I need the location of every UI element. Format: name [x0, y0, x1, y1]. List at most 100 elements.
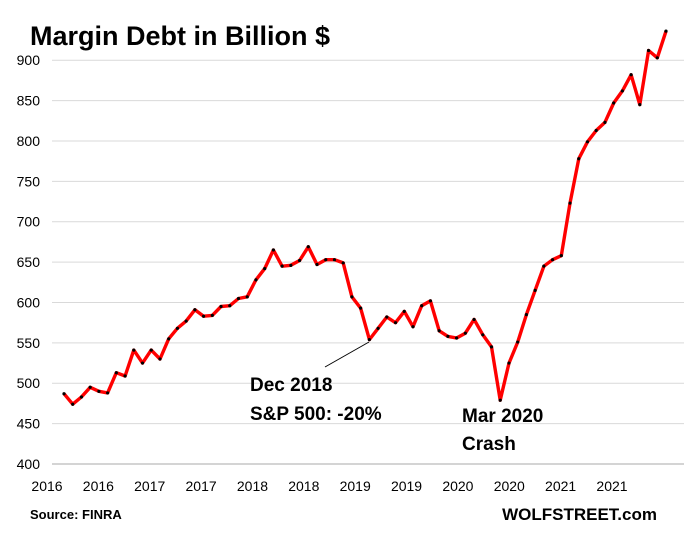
data-point	[603, 120, 607, 125]
source-label: Source: FINRA	[30, 507, 122, 522]
data-point	[210, 313, 214, 318]
data-point	[114, 371, 118, 375]
data-point	[393, 321, 398, 325]
y-tick-label: 900	[17, 52, 41, 68]
annotation-dec-2018-sp500: S&P 500: -20%	[250, 404, 382, 425]
data-point	[149, 348, 153, 352]
data-point	[559, 254, 563, 258]
data-point	[350, 295, 354, 299]
y-tick-label: 800	[17, 133, 41, 149]
y-tick-label: 550	[17, 335, 41, 351]
data-point	[376, 326, 380, 330]
data-point	[228, 304, 232, 308]
y-tick-label: 600	[17, 294, 41, 310]
data-point	[201, 314, 206, 318]
data-point	[664, 29, 668, 33]
data-point	[367, 338, 371, 342]
data-point	[463, 331, 467, 335]
data-point	[489, 345, 494, 349]
x-tick-label: 2017	[134, 478, 165, 494]
x-tick-label: 2018	[288, 478, 319, 494]
data-point	[271, 248, 275, 252]
data-point	[498, 398, 502, 402]
data-point	[481, 333, 485, 337]
y-tick-label: 750	[17, 173, 41, 189]
data-point	[193, 308, 197, 312]
data-point	[542, 264, 546, 268]
data-point	[219, 304, 223, 309]
data-point	[280, 264, 284, 268]
x-tick-label: 2017	[186, 478, 217, 494]
data-point	[245, 295, 249, 299]
data-point	[594, 128, 598, 133]
data-point	[62, 392, 66, 396]
data-point	[289, 263, 293, 267]
data-point	[324, 258, 328, 262]
x-tick-label: 2019	[391, 478, 422, 494]
annotation-dec-2018-label: Dec 2018	[250, 375, 332, 396]
data-point	[297, 258, 302, 263]
data-point	[236, 296, 241, 301]
data-point	[638, 103, 642, 107]
annotation-mar-2020-crash: Crash	[462, 434, 516, 455]
data-point	[359, 306, 363, 310]
y-tick-label: 400	[17, 456, 41, 472]
data-point	[446, 334, 450, 339]
y-axis-tick-labels: 400 450 500 550 600 650 700 750 800 850 900	[17, 52, 41, 472]
x-tick-label: 2016	[83, 478, 114, 494]
x-tick-label: 2021	[545, 478, 576, 494]
y-tick-label: 450	[17, 416, 41, 432]
data-point	[568, 201, 572, 205]
data-point	[385, 315, 389, 319]
data-point	[263, 266, 267, 271]
data-point	[585, 140, 590, 144]
annotation-mar-2020-label: Mar 2020	[462, 406, 543, 427]
data-point	[577, 157, 581, 161]
brand-label: WOLFSTREET.com	[502, 505, 657, 524]
data-point	[132, 348, 136, 352]
data-point	[507, 361, 511, 365]
data-point	[420, 304, 424, 308]
x-tick-label: 2020	[494, 478, 525, 494]
data-point	[140, 361, 145, 365]
x-tick-label: 2019	[340, 478, 371, 494]
grid-lines	[52, 59, 684, 425]
data-point	[411, 325, 415, 329]
data-point	[437, 329, 441, 333]
data-point	[524, 313, 529, 317]
data-point	[612, 101, 616, 105]
data-point	[88, 385, 92, 389]
margin-debt-line	[62, 30, 668, 406]
data-point	[97, 389, 101, 393]
data-point	[106, 391, 110, 395]
data-point	[341, 261, 345, 265]
x-tick-label: 2020	[442, 478, 473, 494]
y-tick-label: 700	[17, 214, 41, 230]
data-point	[71, 402, 75, 406]
data-point	[254, 278, 258, 282]
data-point	[620, 89, 624, 93]
y-tick-label: 650	[17, 254, 41, 270]
data-point	[184, 319, 188, 323]
data-point	[402, 309, 406, 313]
x-tick-label: 2018	[237, 478, 268, 494]
data-point	[175, 326, 180, 330]
data-point	[455, 336, 459, 340]
data-point	[167, 337, 171, 341]
annotation-arrow-dec-2018	[324, 341, 370, 368]
x-axis-tick-labels: 2016 2016 2017 2017 2018 2018 2019 2019 2020 2020…	[31, 478, 627, 494]
data-point	[629, 73, 633, 77]
data-point	[315, 262, 319, 267]
data-point	[158, 357, 162, 361]
data-point	[516, 340, 520, 344]
data-point	[332, 258, 337, 262]
data-point	[79, 395, 84, 399]
chart-title: Margin Debt in Billion $	[30, 21, 330, 51]
y-tick-label: 850	[17, 93, 41, 109]
data-point	[123, 374, 127, 378]
x-tick-label: 2021	[596, 478, 627, 494]
data-point	[533, 288, 537, 292]
margin-debt-points	[62, 29, 668, 406]
data-point	[550, 258, 555, 262]
